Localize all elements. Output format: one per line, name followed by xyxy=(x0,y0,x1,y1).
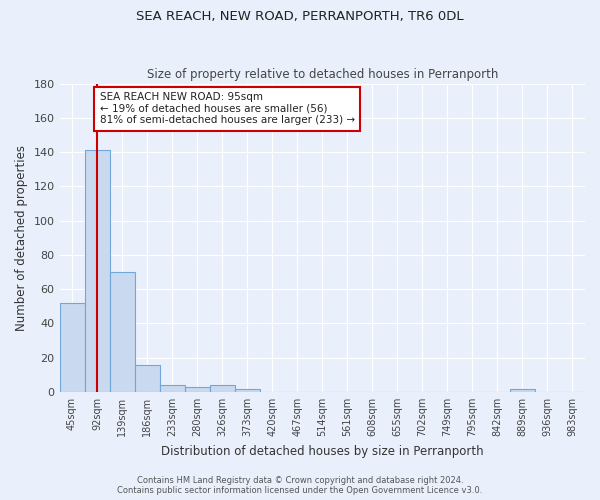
X-axis label: Distribution of detached houses by size in Perranporth: Distribution of detached houses by size … xyxy=(161,444,484,458)
Title: Size of property relative to detached houses in Perranporth: Size of property relative to detached ho… xyxy=(146,68,498,81)
Bar xyxy=(59,303,85,392)
Bar xyxy=(235,388,260,392)
Bar xyxy=(134,364,160,392)
Bar xyxy=(110,272,134,392)
Bar xyxy=(209,385,235,392)
Bar xyxy=(510,388,535,392)
Text: Contains HM Land Registry data © Crown copyright and database right 2024.
Contai: Contains HM Land Registry data © Crown c… xyxy=(118,476,482,495)
Bar xyxy=(160,385,185,392)
Bar xyxy=(185,387,209,392)
Text: SEA REACH, NEW ROAD, PERRANPORTH, TR6 0DL: SEA REACH, NEW ROAD, PERRANPORTH, TR6 0D… xyxy=(136,10,464,23)
Bar xyxy=(85,150,110,392)
Text: SEA REACH NEW ROAD: 95sqm
← 19% of detached houses are smaller (56)
81% of semi-: SEA REACH NEW ROAD: 95sqm ← 19% of detac… xyxy=(100,92,355,126)
Y-axis label: Number of detached properties: Number of detached properties xyxy=(15,144,28,330)
